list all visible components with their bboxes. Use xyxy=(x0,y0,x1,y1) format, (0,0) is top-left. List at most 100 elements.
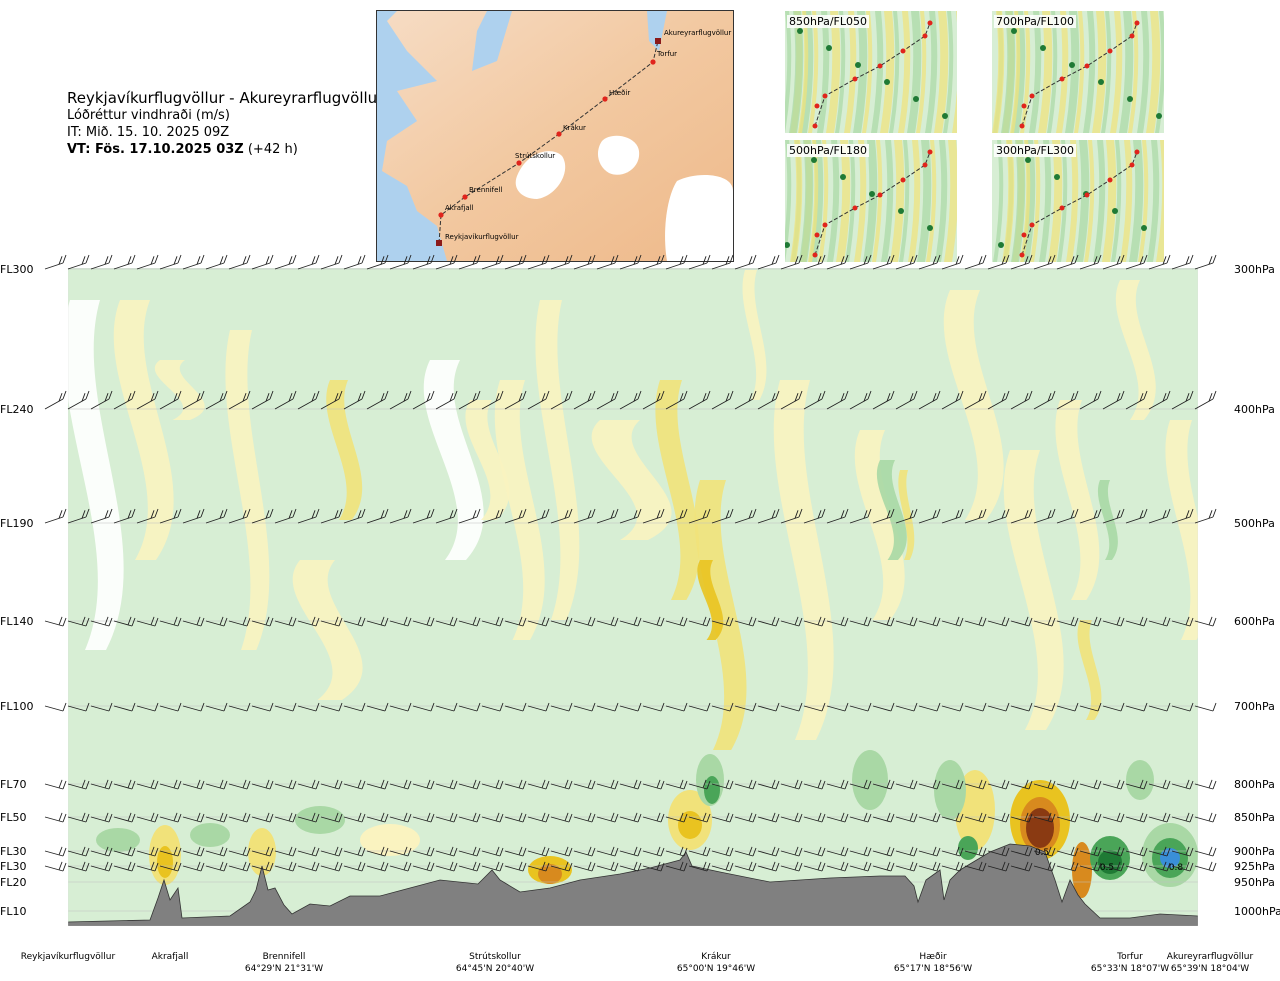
wind-barb-flag xyxy=(1024,812,1029,822)
wind-barb-flag xyxy=(706,813,711,823)
wind-barb-flag xyxy=(982,617,987,627)
wind-barb xyxy=(803,705,823,712)
wind-barb xyxy=(872,865,892,872)
wind-barb xyxy=(1010,398,1030,410)
wind-barb xyxy=(1102,865,1122,872)
wind-barb-flag xyxy=(361,508,366,518)
wind-barb-flag xyxy=(1028,862,1033,872)
wind-barb xyxy=(251,783,271,790)
wind-barb-flag xyxy=(380,256,385,265)
wind-barb-flag xyxy=(200,617,205,627)
wind-barb-flag xyxy=(660,390,665,400)
wind-barb-flag xyxy=(1070,846,1075,856)
wind-barb-flag xyxy=(1166,847,1171,857)
wind-barb-flag xyxy=(591,813,596,823)
wind-barb-flag xyxy=(150,510,155,519)
wind-barb-flag xyxy=(518,510,523,519)
wind-barb xyxy=(90,816,110,823)
wind-barb xyxy=(941,262,961,270)
wind-barb-flag xyxy=(1162,861,1167,871)
wind-barb-flag xyxy=(430,847,435,857)
wind-barb-flag xyxy=(499,862,504,872)
wind-barb-flag xyxy=(62,617,67,627)
field-band xyxy=(326,380,363,520)
wind-barb-flag xyxy=(725,812,730,822)
wind-barb xyxy=(320,516,340,524)
wind-barb-flag xyxy=(1074,617,1079,627)
wind-barb-flag xyxy=(403,510,408,519)
wind-barb-flag xyxy=(499,813,504,823)
wind-barb-flag xyxy=(173,393,178,402)
wind-barb xyxy=(711,398,731,410)
wind-barb-flag xyxy=(1024,861,1029,871)
wind-barb xyxy=(1079,865,1099,872)
wind-barb-flag xyxy=(104,393,109,402)
wind-barb-flag xyxy=(587,779,592,789)
wind-barb-flag xyxy=(867,813,872,823)
wind-barb-flag xyxy=(614,390,619,400)
wind-barb-flag xyxy=(591,390,596,400)
wind-barb xyxy=(366,783,386,790)
wind-barb xyxy=(964,850,984,857)
wind-barb-flag xyxy=(840,812,845,822)
wind-barb-flag xyxy=(453,862,458,872)
wind-barb-flag xyxy=(656,812,661,822)
map-point-label: Hæðir xyxy=(609,89,630,97)
wind-barb-flag xyxy=(1093,812,1098,822)
wind-barb xyxy=(619,816,639,823)
wind-barb-flag xyxy=(246,813,251,823)
wind-barb xyxy=(205,705,225,712)
wind-barb-flag xyxy=(794,616,799,626)
wind-barb-flag xyxy=(545,847,550,857)
wind-barb xyxy=(136,865,156,872)
wind-barb-flag xyxy=(817,812,822,822)
wind-barb xyxy=(780,516,800,524)
wind-barb-flag xyxy=(338,813,343,823)
wind-barb xyxy=(1171,816,1191,823)
wind-barb-flag xyxy=(196,846,201,856)
wind-barb xyxy=(757,705,777,712)
wind-barb-flag xyxy=(81,846,86,856)
wind-barb-flag xyxy=(430,702,435,712)
level-panel-label: 500hPa/FL180 xyxy=(787,144,870,157)
field-band xyxy=(943,290,1004,520)
wind-barb xyxy=(1148,865,1168,872)
wind-barb-flag xyxy=(1070,256,1075,265)
wind-barb xyxy=(573,705,593,712)
wind-barb xyxy=(711,783,731,790)
wind-barb-flag xyxy=(200,780,205,790)
wind-barb xyxy=(895,516,915,524)
field-cell xyxy=(958,836,978,860)
wind-barb-flag xyxy=(729,847,734,857)
wind-barb-flag xyxy=(311,616,316,626)
wind-barb-flag xyxy=(637,390,642,400)
wind-barb-flag xyxy=(242,256,247,265)
wind-barb-flag xyxy=(1051,780,1056,790)
wind-barb-flag xyxy=(775,254,780,264)
wind-barb-flag xyxy=(1189,254,1194,264)
wind-barb-flag xyxy=(357,256,362,265)
wind-barb-flag xyxy=(1208,616,1213,626)
wind-barb-flag xyxy=(1166,508,1171,518)
field-band xyxy=(423,360,484,560)
wind-barb-flag xyxy=(932,779,937,789)
map-point-label: Krákur xyxy=(563,124,586,132)
wind-barb-flag xyxy=(798,390,803,400)
wind-barb-flag xyxy=(426,861,431,871)
wind-barb-flag xyxy=(1005,813,1010,823)
wind-barb-flag xyxy=(936,508,941,518)
lead-time: (+42 h) xyxy=(247,142,298,157)
wind-barb xyxy=(113,783,133,790)
wind-barb-flag xyxy=(265,616,270,626)
wind-barb xyxy=(205,783,225,790)
wind-barb-flag xyxy=(660,780,665,790)
wind-barb xyxy=(803,262,823,270)
wind-barb-flag xyxy=(338,780,343,790)
wind-barb xyxy=(1194,705,1214,712)
wind-barb-flag xyxy=(568,780,573,790)
level-panel-label: 850hPa/FL050 xyxy=(787,15,870,28)
wind-barb xyxy=(412,516,432,524)
wind-barb xyxy=(1148,620,1168,627)
wind-barb xyxy=(481,783,501,790)
wind-barb xyxy=(366,516,386,524)
